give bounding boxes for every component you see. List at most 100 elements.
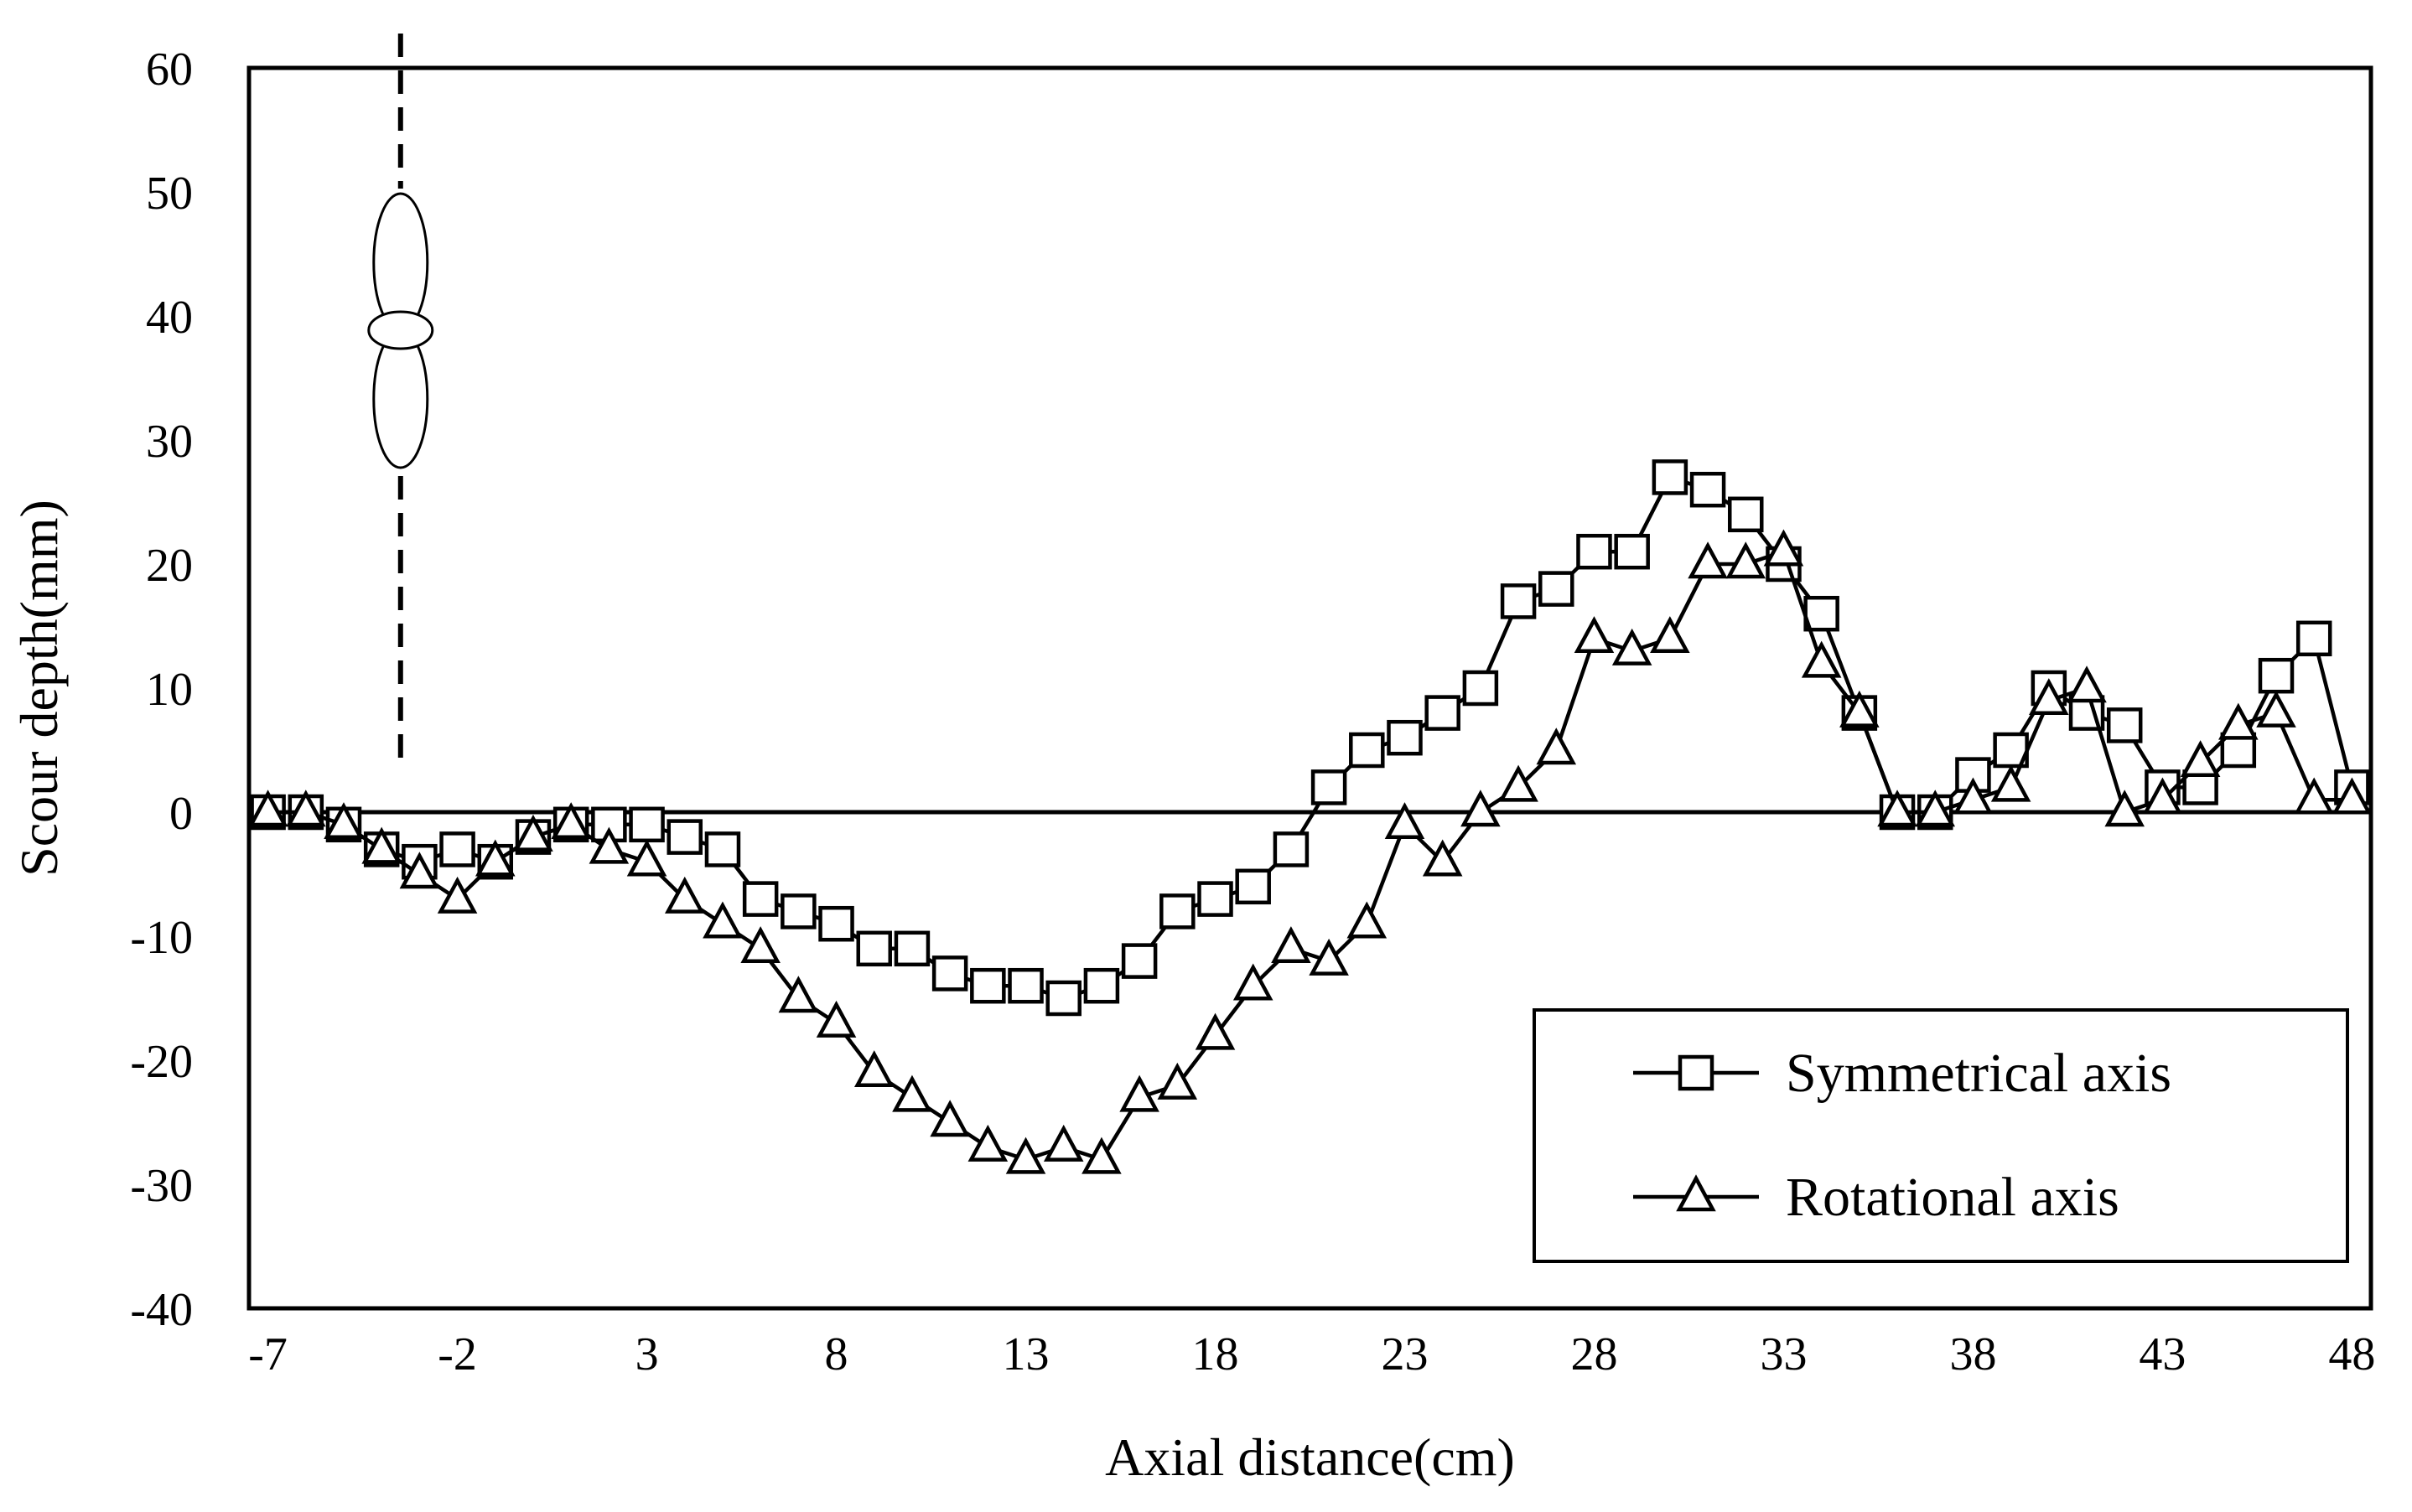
- y-tick-label: 40: [146, 292, 193, 344]
- data-point-triangle: [2029, 678, 2069, 716]
- data-point-square: [931, 955, 968, 992]
- data-point-triangle: [361, 826, 402, 864]
- data-point-square: [781, 893, 817, 929]
- y-tick-label: -10: [130, 912, 193, 964]
- data-point-triangle: [475, 839, 516, 877]
- data-point-triangle: [1688, 541, 1728, 579]
- data-point-triangle: [551, 802, 591, 840]
- data-point-triangle: [703, 901, 743, 939]
- legend-box: [1533, 1008, 2349, 1263]
- data-point-square: [1121, 943, 1158, 979]
- data-point-square: [1728, 496, 1764, 533]
- data-point-triangle: [1460, 790, 1501, 827]
- data-point-triangle: [399, 852, 440, 889]
- x-tick-label: 28: [1570, 1328, 1617, 1380]
- y-tick-label: 50: [146, 168, 193, 220]
- data-point-triangle: [1536, 728, 1577, 765]
- data-point-square: [667, 819, 703, 855]
- propeller-hub: [367, 310, 434, 350]
- data-point-triangle: [1157, 1062, 1198, 1100]
- data-point-square: [2258, 657, 2295, 694]
- data-point-triangle: [1915, 790, 1956, 827]
- x-tick-label: 13: [1003, 1328, 1050, 1380]
- data-point-triangle: [1990, 764, 2031, 802]
- data-point-triangle: [1725, 541, 1766, 579]
- data-point-triangle: [1611, 628, 1652, 665]
- data-point-triangle: [1839, 690, 1880, 728]
- data-point-triangle: [967, 1124, 1009, 1162]
- data-point-triangle: [1043, 1124, 1084, 1162]
- data-point-triangle: [1005, 1137, 1046, 1174]
- x-tick-label: 8: [825, 1328, 848, 1380]
- y-axis-title: Scour depth(mm): [9, 500, 69, 877]
- data-point-triangle: [1801, 640, 1842, 678]
- y-tick-label: 0: [169, 788, 193, 840]
- data-point-triangle: [589, 826, 630, 864]
- data-point-triangle: [513, 814, 553, 852]
- data-point-triangle: [853, 1050, 895, 1088]
- data-point-square: [704, 831, 741, 867]
- series-layer: [247, 459, 2373, 1174]
- data-point-triangle: [2142, 777, 2183, 815]
- data-point-square: [1083, 967, 1120, 1004]
- legend-label: Symmetrical axis: [1786, 1043, 2171, 1104]
- data-point-square: [629, 806, 665, 843]
- data-point-triangle: [892, 1074, 932, 1112]
- data-point-square: [439, 831, 475, 867]
- data-point-square: [1424, 695, 1460, 731]
- data-point-square: [1045, 980, 1082, 1017]
- x-tick-labels: -7 -2 3 8 13 18 23 28 33 38 43 48: [248, 1328, 2375, 1380]
- x-tick-label: 23: [1381, 1328, 1428, 1380]
- data-point-square: [856, 930, 892, 967]
- data-point-square: [1197, 881, 1233, 917]
- legend: Symmetrical axis Rotational axis: [1533, 1008, 2349, 1263]
- data-point-square: [1387, 719, 1423, 756]
- x-tick-label: 43: [2139, 1328, 2186, 1380]
- plot-area-frame: [246, 65, 2373, 1311]
- data-point-triangle: [1309, 938, 1349, 976]
- data-point-triangle: [1574, 616, 1615, 654]
- data-point-triangle: [2104, 790, 2145, 827]
- x-axis-title: Axial distance(cm): [1105, 1427, 1515, 1487]
- data-point-square: [1008, 967, 1044, 1004]
- y-tick-labels: 60 50 40 30 20 10 0 -10 -20 -30 -40: [130, 44, 193, 1336]
- data-point-square: [1652, 459, 1688, 495]
- x-tick-label: -2: [438, 1328, 477, 1380]
- y-tick-label: -20: [130, 1036, 193, 1088]
- data-point-triangle: [2294, 777, 2334, 815]
- data-point-square: [2106, 707, 2143, 743]
- x-tick-label: 3: [635, 1328, 659, 1380]
- series-triangle: [247, 529, 2373, 1174]
- data-point-triangle: [778, 976, 819, 1013]
- y-tick-label: 10: [146, 664, 193, 716]
- data-point-square: [1576, 533, 1612, 570]
- data-point-triangle: [1384, 802, 1425, 840]
- propeller-upper-blade: [372, 192, 429, 333]
- data-point-triangle: [2218, 702, 2259, 740]
- legend-marker-square: [1678, 1054, 1714, 1091]
- data-point-square: [1235, 868, 1271, 905]
- data-point-triangle: [930, 1100, 970, 1137]
- data-point-square: [1538, 571, 1574, 607]
- data-point-triangle: [740, 926, 781, 964]
- legend-label: Rotational axis: [1786, 1167, 2119, 1228]
- data-point-square: [742, 881, 779, 917]
- data-point-triangle: [1498, 764, 1538, 802]
- data-point-triangle: [1650, 616, 1690, 654]
- data-point-square: [1500, 583, 1537, 619]
- data-point-triangle: [2067, 665, 2107, 703]
- data-point-square: [1273, 831, 1310, 867]
- legend-items: Symmetrical axis Rotational axis: [1633, 1043, 2171, 1228]
- y-tick-label: 30: [146, 416, 193, 468]
- data-point-triangle: [1763, 529, 1804, 567]
- data-point-triangle: [626, 839, 667, 877]
- x-tick-label: 48: [2328, 1328, 2375, 1380]
- data-point-triangle: [1271, 926, 1311, 964]
- data-point-triangle: [286, 790, 326, 827]
- data-point-triangle: [2256, 690, 2296, 728]
- data-point-square: [1689, 471, 1726, 508]
- data-point-triangle: [1346, 901, 1388, 939]
- data-point-triangle: [664, 876, 705, 914]
- data-point-square: [970, 967, 1006, 1004]
